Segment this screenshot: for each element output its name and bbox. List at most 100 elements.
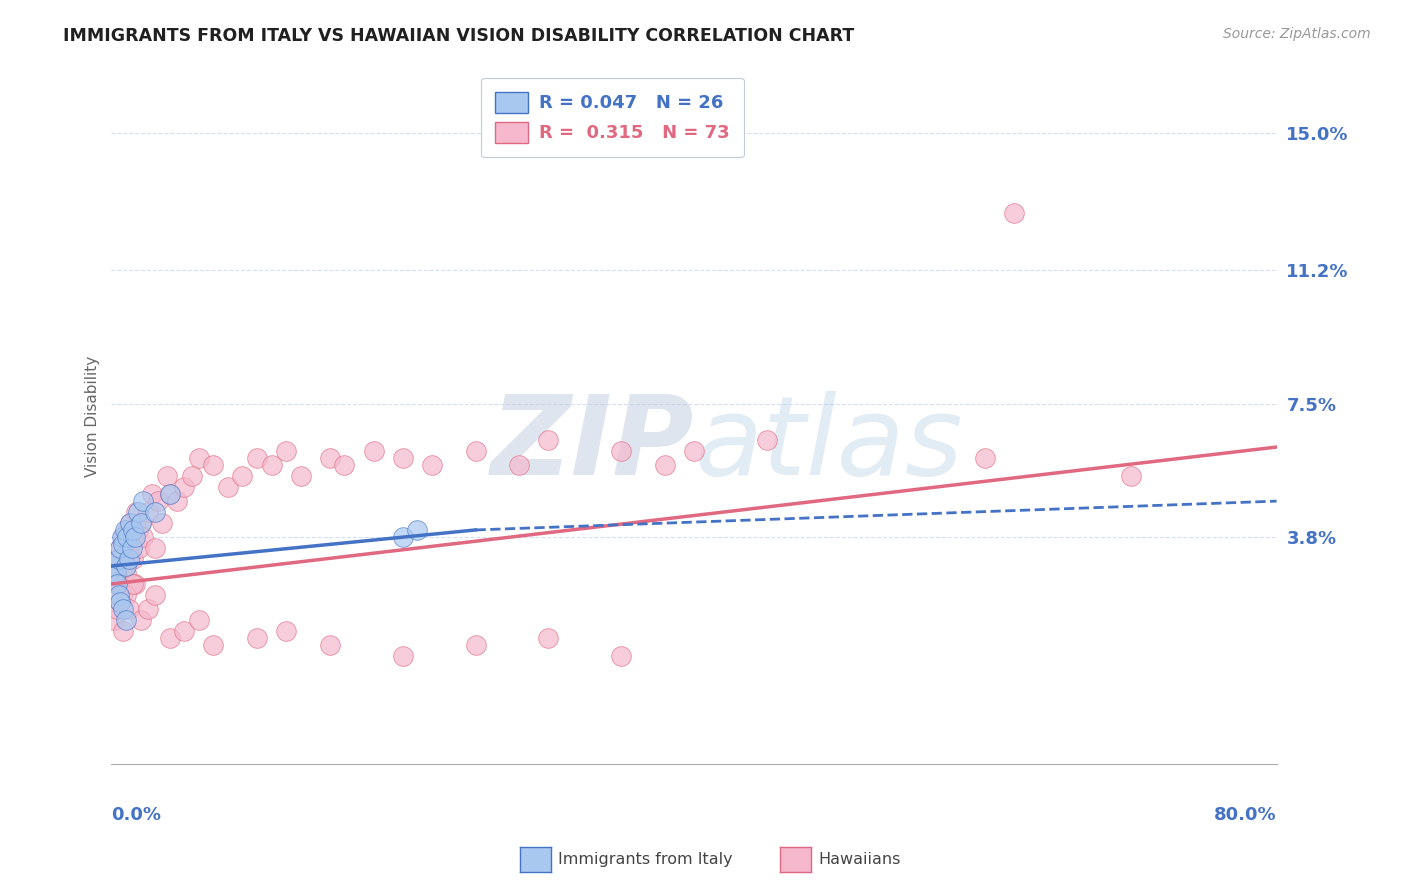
Legend: R = 0.047   N = 26, R =  0.315   N = 73: R = 0.047 N = 26, R = 0.315 N = 73 (481, 78, 744, 157)
Point (974, 450, 997, 465)
Point (114, 559, 136, 574)
Point (108, 595, 131, 609)
Point (105, 577, 128, 591)
Point (319, 638, 342, 652)
Point (166, 494, 188, 508)
Point (114, 523, 136, 537)
Point (122, 523, 145, 537)
Point (143, 505, 166, 519)
Point (159, 487, 181, 501)
Point (187, 613, 209, 627)
Point (150, 516, 173, 530)
Point (105, 551, 128, 566)
Point (115, 613, 138, 627)
Point (118, 602, 141, 616)
Point (107, 588, 129, 602)
Point (121, 541, 143, 555)
Point (391, 450, 413, 465)
Point (276, 443, 298, 458)
Point (115, 566, 138, 581)
Point (105, 602, 128, 616)
Point (141, 487, 163, 501)
Point (110, 530, 132, 544)
Point (654, 458, 676, 472)
Point (173, 480, 195, 494)
Point (115, 588, 138, 602)
Point (103, 559, 125, 574)
Point (107, 551, 129, 566)
Point (127, 523, 149, 537)
Point (231, 468, 253, 483)
Point (129, 613, 152, 627)
Point (246, 450, 269, 465)
Point (180, 468, 202, 483)
Point (683, 443, 706, 458)
Point (118, 551, 141, 566)
Point (103, 559, 125, 574)
Point (120, 516, 142, 530)
Point (108, 595, 131, 609)
Point (120, 516, 142, 530)
Point (136, 505, 159, 519)
Point (143, 541, 166, 555)
Point (1004, 205, 1026, 219)
Point (159, 487, 181, 501)
Point (610, 443, 633, 458)
Point (391, 649, 413, 664)
Point (146, 494, 169, 508)
Point (136, 602, 159, 616)
Point (112, 602, 135, 616)
Point (290, 468, 312, 483)
Point (132, 494, 155, 508)
Point (319, 450, 342, 465)
Y-axis label: Vision Disability: Vision Disability (86, 356, 100, 477)
Point (124, 530, 146, 544)
Point (260, 458, 283, 472)
Point (143, 588, 166, 602)
Point (124, 577, 146, 591)
Point (537, 631, 560, 645)
Point (112, 537, 135, 551)
Point (391, 530, 413, 544)
Point (104, 566, 127, 581)
Text: IMMIGRANTS FROM ITALY VS HAWAIIAN VISION DISABILITY CORRELATION CHART: IMMIGRANTS FROM ITALY VS HAWAIIAN VISION… (63, 27, 855, 45)
Point (363, 443, 385, 458)
Point (121, 530, 143, 544)
Text: Source: ZipAtlas.com: Source: ZipAtlas.com (1223, 27, 1371, 41)
Point (202, 458, 225, 472)
Point (187, 450, 209, 465)
Text: Immigrants from Italy: Immigrants from Italy (558, 853, 733, 867)
Point (202, 638, 225, 652)
Point (112, 530, 135, 544)
Text: ZIP: ZIP (491, 391, 695, 498)
Point (104, 566, 127, 581)
Point (755, 433, 778, 447)
Point (156, 468, 179, 483)
Text: 0.0%: 0.0% (111, 806, 162, 824)
Point (159, 631, 181, 645)
Point (108, 541, 131, 555)
Point (1119, 468, 1142, 483)
Point (118, 541, 141, 555)
Point (610, 649, 633, 664)
Point (103, 613, 125, 627)
Point (276, 624, 298, 638)
Point (122, 551, 145, 566)
Point (173, 624, 195, 638)
Point (108, 541, 131, 555)
Point (420, 458, 443, 472)
Point (112, 624, 135, 638)
Point (217, 480, 239, 494)
Point (127, 505, 149, 519)
Point (464, 443, 486, 458)
Point (246, 631, 269, 645)
Point (406, 523, 429, 537)
Point (110, 588, 132, 602)
Text: atlas: atlas (695, 391, 963, 498)
Point (464, 638, 486, 652)
Point (132, 530, 155, 544)
Point (117, 523, 139, 537)
Point (129, 516, 152, 530)
Point (128, 541, 150, 555)
Point (125, 505, 148, 519)
